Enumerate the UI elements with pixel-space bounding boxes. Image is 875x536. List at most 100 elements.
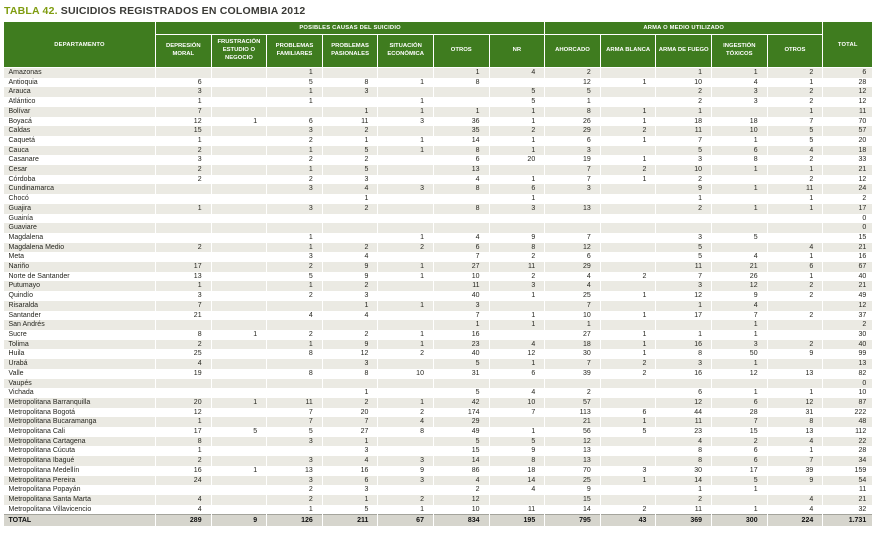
table-row: Quindío 3 2 3 40 1 25 1 12 9 2 49 (3, 291, 874, 301)
value-cell: 1 (266, 339, 323, 350)
department-cell: Magdalena Medio (3, 242, 156, 253)
value-cell: 27 (544, 329, 601, 340)
value-cell: 5 (322, 145, 379, 156)
value-cell: 2 (377, 407, 434, 418)
value-cell (767, 485, 824, 495)
value-cell: 39 (544, 368, 601, 379)
value-cell (211, 77, 268, 88)
value-cell (322, 378, 379, 389)
value-cell (711, 223, 768, 233)
value-cell (600, 87, 657, 98)
department-cell: Magdalena (3, 232, 156, 243)
value-cell: 3 (322, 174, 379, 185)
department-cell: Metropolitana Villavicencio (3, 504, 156, 515)
value-cell (655, 223, 712, 233)
value-cell: 1 (266, 165, 323, 175)
total-row-label: TOTAL (3, 514, 156, 527)
value-cell: 1 (211, 397, 268, 408)
value-cell: 3 (711, 87, 768, 98)
value-cell (155, 194, 212, 204)
value-cell: 1 (711, 388, 768, 398)
value-cell: 2 (322, 397, 379, 408)
table-row: Sucre 8 1 2 2 1 16 27 1 1 1 30 (3, 329, 874, 340)
value-cell: 6 (433, 242, 490, 253)
value-cell: 11 (655, 504, 712, 515)
row-total-cell: 40 (822, 339, 874, 350)
value-cell: 23 (655, 427, 712, 437)
value-cell: 12 (489, 349, 546, 360)
value-cell (155, 252, 212, 263)
value-cell: 2 (322, 155, 379, 166)
department-cell: Risaralda (3, 300, 156, 311)
value-cell: 1 (600, 329, 657, 340)
value-cell (211, 494, 268, 505)
value-cell: 5 (489, 97, 546, 107)
value-cell (211, 165, 268, 175)
value-cell: 56 (544, 427, 601, 437)
value-cell (377, 87, 434, 98)
value-cell: 2 (266, 485, 323, 495)
value-cell: 4 (433, 475, 490, 486)
value-cell: 2 (544, 67, 601, 78)
value-cell: 2 (489, 271, 546, 282)
value-cell (544, 194, 601, 204)
value-cell: 1 (711, 320, 768, 330)
value-cell: 3 (433, 300, 490, 311)
value-cell: 10 (433, 271, 490, 282)
value-cell: 4 (544, 271, 601, 282)
value-cell: 195 (489, 514, 546, 527)
value-cell: 13 (767, 368, 824, 379)
value-cell (489, 417, 546, 428)
table-row: Caldas 15 3 2 35 2 29 2 11 10 5 57 (3, 126, 874, 136)
value-cell: 7 (655, 271, 712, 282)
value-cell (266, 388, 323, 398)
row-total-cell: 21 (822, 165, 874, 175)
value-cell: 42 (433, 397, 490, 408)
value-cell: 5 (711, 475, 768, 486)
value-cell: 2 (767, 174, 824, 185)
value-cell: 2 (655, 174, 712, 185)
value-cell: 1 (377, 97, 434, 107)
value-cell: 1 (377, 145, 434, 156)
value-cell: 9 (767, 475, 824, 486)
value-cell (211, 349, 268, 360)
value-cell (600, 242, 657, 253)
department-cell: Metropolitana Cartagena (3, 436, 156, 447)
value-cell: 9 (377, 465, 434, 476)
value-cell: 7 (767, 456, 824, 466)
value-cell (322, 223, 379, 233)
row-total-cell: 32 (822, 504, 874, 515)
value-cell: 21 (711, 262, 768, 272)
value-cell: 1 (155, 417, 212, 428)
value-cell (711, 494, 768, 505)
row-total-cell: 2 (822, 194, 874, 204)
value-cell: 24 (155, 475, 212, 486)
value-cell (600, 252, 657, 263)
table-row: Vaupés 0 (3, 378, 874, 389)
value-cell: 8 (322, 368, 379, 379)
value-cell: 4 (322, 184, 379, 195)
value-cell: 1 (767, 271, 824, 282)
value-cell: 1 (322, 436, 379, 447)
value-cell: 6 (711, 397, 768, 408)
value-cell: 4 (266, 310, 323, 321)
value-cell: 3 (322, 485, 379, 495)
value-cell: 5 (211, 427, 268, 437)
row-total-cell: 222 (822, 407, 874, 418)
value-cell: 2 (322, 242, 379, 253)
value-cell: 12 (155, 407, 212, 418)
value-cell: 17 (155, 427, 212, 437)
header-group-arma: ARMA O MEDIO UTILIZADO (544, 21, 824, 35)
table-row: Magdalena Medio 2 1 2 2 6 8 12 5 4 21 (3, 242, 874, 253)
department-cell: Guajira (3, 203, 156, 214)
value-cell: 2 (600, 165, 657, 175)
value-cell (155, 388, 212, 398)
value-cell: 1 (155, 135, 212, 146)
value-cell: 7 (655, 135, 712, 146)
value-cell: 3 (155, 291, 212, 301)
value-cell: 3 (266, 184, 323, 195)
value-cell: 2 (711, 436, 768, 447)
department-cell: Chocó (3, 194, 156, 204)
value-cell (322, 97, 379, 107)
value-cell: 3 (655, 232, 712, 243)
